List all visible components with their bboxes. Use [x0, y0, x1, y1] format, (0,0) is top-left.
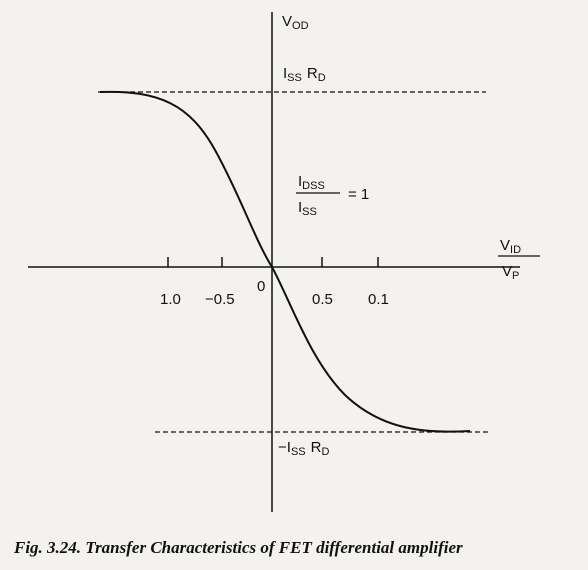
x-label-numerator: VID: [500, 237, 521, 256]
transfer-curve: [99, 90, 471, 433]
caption: Fig. 3.24. Transfer Characteristics of F…: [13, 538, 463, 557]
condition-denominator: ISS: [298, 199, 317, 218]
condition-rhs: = 1: [348, 186, 369, 203]
x-label-denominator: VP: [502, 263, 519, 282]
tick-label: 0: [257, 278, 265, 295]
lower-limit-label: −ISS RD: [278, 439, 329, 458]
y-axis-label: VOD: [282, 13, 309, 32]
condition-numerator: IDSS: [298, 173, 325, 192]
tick-label: 0.5: [312, 291, 333, 308]
tick-label: 1.0: [160, 291, 181, 308]
tick-label: −0.5: [205, 291, 235, 308]
ticks: [167, 257, 379, 267]
tick-label: 0.1: [368, 291, 389, 308]
upper-limit-label: ISS RD: [283, 65, 326, 84]
